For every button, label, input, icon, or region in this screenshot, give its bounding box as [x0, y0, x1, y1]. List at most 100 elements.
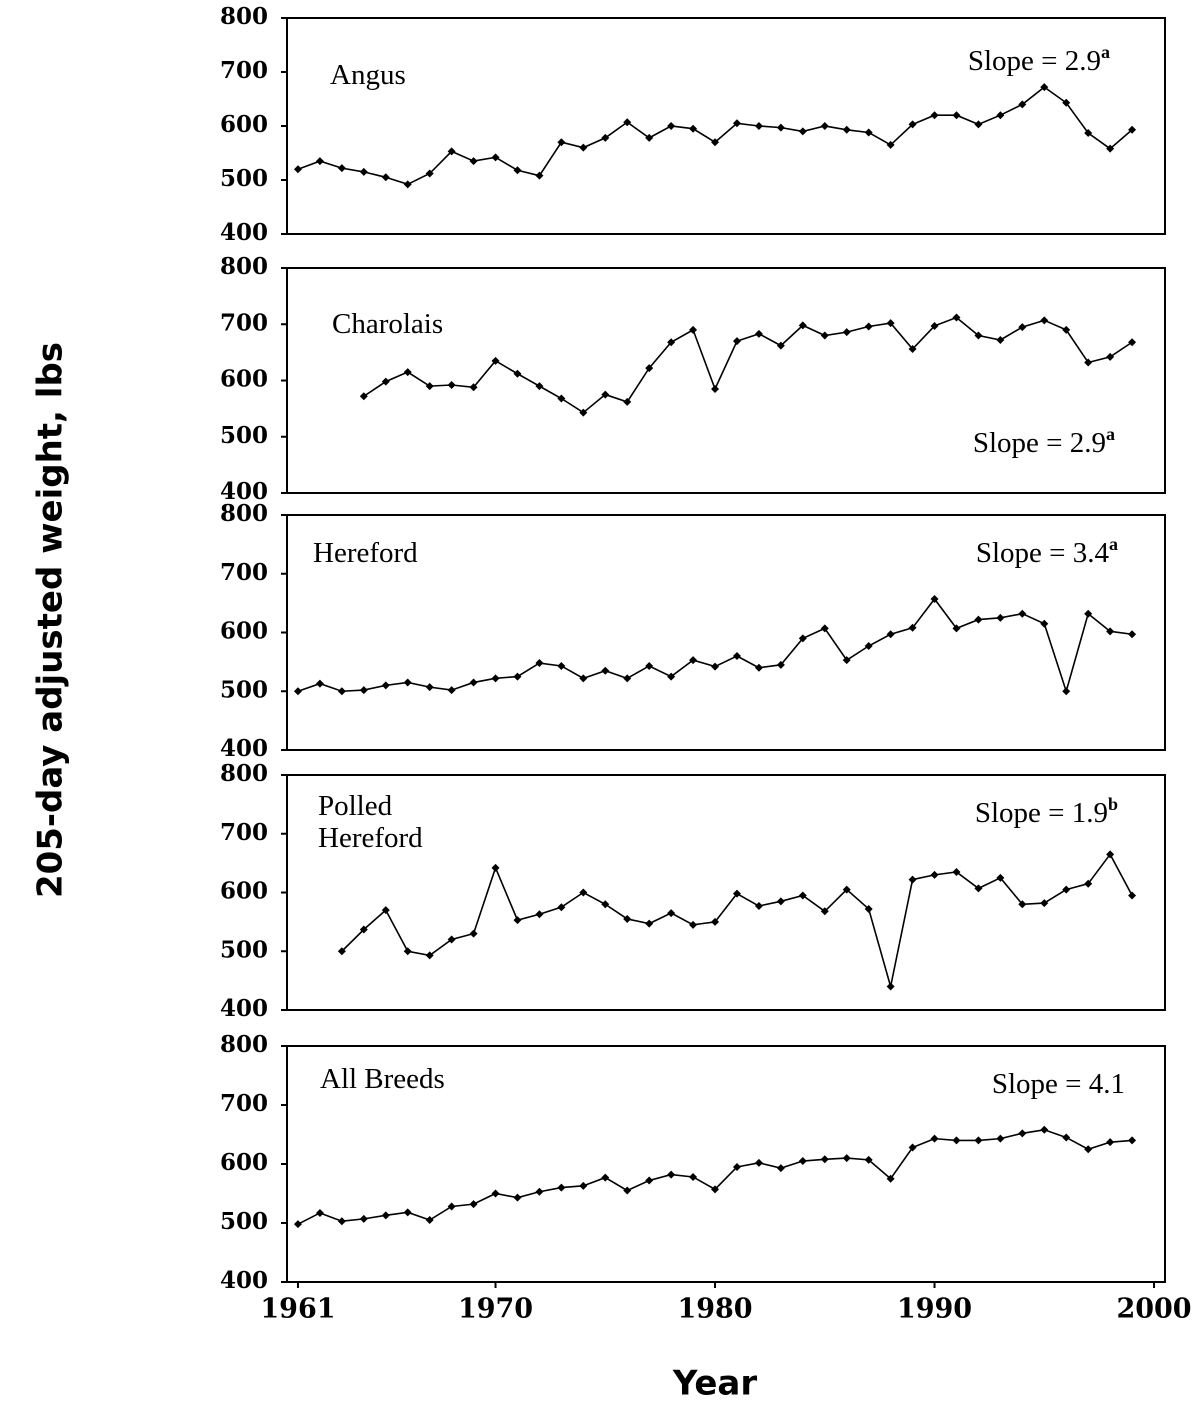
y-tick-label: 700 [220, 819, 268, 846]
data-point [623, 674, 632, 683]
y-tick-label: 500 [220, 1208, 268, 1235]
data-point [1040, 316, 1049, 325]
data-point [359, 686, 368, 695]
slope-annotation: Slope = 4.1 [992, 1068, 1125, 1100]
y-tick-label: 500 [220, 936, 268, 963]
data-point [732, 1162, 741, 1171]
data-point [337, 687, 346, 696]
data-point [447, 147, 456, 156]
data-point [732, 337, 741, 346]
data-point [403, 678, 412, 687]
data-point [535, 910, 544, 919]
data-point [842, 885, 851, 894]
data-point [776, 123, 785, 132]
data-point [798, 634, 807, 643]
y-tick-label: 600 [220, 878, 268, 905]
data-point [864, 128, 873, 137]
data-point [667, 338, 676, 347]
data-point [754, 663, 763, 672]
series-line [341, 852, 1133, 987]
data-point [1018, 1129, 1027, 1138]
panel-title-line: Hereford [318, 822, 423, 854]
data-point [776, 660, 785, 669]
data-point [403, 1208, 412, 1217]
data-point [732, 119, 741, 128]
y-tick-label: 500 [220, 165, 268, 192]
data-point [359, 1214, 368, 1223]
data-point [491, 674, 500, 683]
data-point [974, 1136, 983, 1145]
data-point [1040, 899, 1049, 908]
data-point [974, 120, 983, 129]
data-point [930, 870, 939, 879]
data-point [908, 345, 917, 353]
data-point [1084, 879, 1093, 888]
data-point [535, 1187, 544, 1196]
data-point [381, 906, 390, 915]
data-point [711, 662, 720, 671]
y-tick-label: 400 [220, 1267, 268, 1294]
data-point [557, 394, 566, 403]
slope-annotation: Slope = 2.9a [973, 424, 1115, 459]
x-tick-label: 2000 [1116, 1294, 1191, 1325]
data-point [1062, 98, 1071, 107]
data-point [776, 341, 785, 350]
slope-text: Slope = 2.9 [973, 427, 1106, 459]
data-point [315, 679, 324, 688]
data-point [1018, 900, 1027, 909]
data-point [820, 1155, 829, 1164]
data-point [513, 672, 522, 681]
y-tick-label: 800 [220, 500, 268, 527]
data-point [908, 623, 917, 632]
data-point [1106, 144, 1115, 153]
data-point [337, 947, 346, 956]
data-point [491, 153, 500, 162]
y-tick-label: 600 [220, 618, 268, 645]
data-point [557, 1183, 566, 1192]
series-line [297, 86, 1133, 186]
slope-annotation: Slope = 1.9b [975, 794, 1118, 829]
y-tick-label: 600 [220, 111, 268, 138]
data-point [535, 659, 544, 668]
data-point [1084, 129, 1093, 138]
x-tick-label: 1970 [458, 1294, 533, 1325]
data-point [1062, 325, 1071, 334]
slope-text: Slope = 4.1 [992, 1068, 1125, 1100]
x-tick-label: 1961 [260, 1294, 335, 1325]
data-point [579, 408, 588, 417]
data-point [930, 111, 939, 120]
series-line [297, 597, 1133, 695]
y-tick-label: 400 [220, 219, 268, 246]
data-point [601, 900, 610, 909]
panel-title-line: Hereford [313, 537, 418, 569]
data-point [667, 672, 676, 681]
panel-title: Charolais [332, 308, 443, 340]
data-point [1128, 338, 1137, 347]
data-point [864, 1155, 873, 1164]
data-point [293, 687, 302, 696]
data-point [1106, 1138, 1115, 1147]
panel-title: Angus [330, 59, 406, 91]
data-point [842, 1154, 851, 1163]
data-point [579, 888, 588, 897]
data-point [425, 951, 434, 960]
data-point [535, 171, 544, 180]
y-tick-label: 600 [220, 1149, 268, 1176]
panel-title: Polled Hereford [318, 790, 423, 854]
data-point [864, 322, 873, 331]
data-point [623, 397, 632, 406]
x-tick-label: 1990 [897, 1294, 972, 1325]
data-point [776, 1164, 785, 1173]
data-point [754, 122, 763, 130]
slope-text: Slope = 2.9 [968, 45, 1101, 77]
data-point [557, 661, 566, 670]
slope-annotation: Slope = 3.4a [976, 534, 1118, 569]
data-point [623, 914, 632, 923]
x-axis-title: Year [672, 1364, 758, 1404]
series-line [297, 1128, 1133, 1225]
data-point [1062, 885, 1071, 894]
data-point [359, 167, 368, 176]
data-point [447, 1202, 456, 1211]
y-tick-label: 700 [220, 1090, 268, 1117]
slope-text: Slope = 1.9 [975, 797, 1108, 829]
